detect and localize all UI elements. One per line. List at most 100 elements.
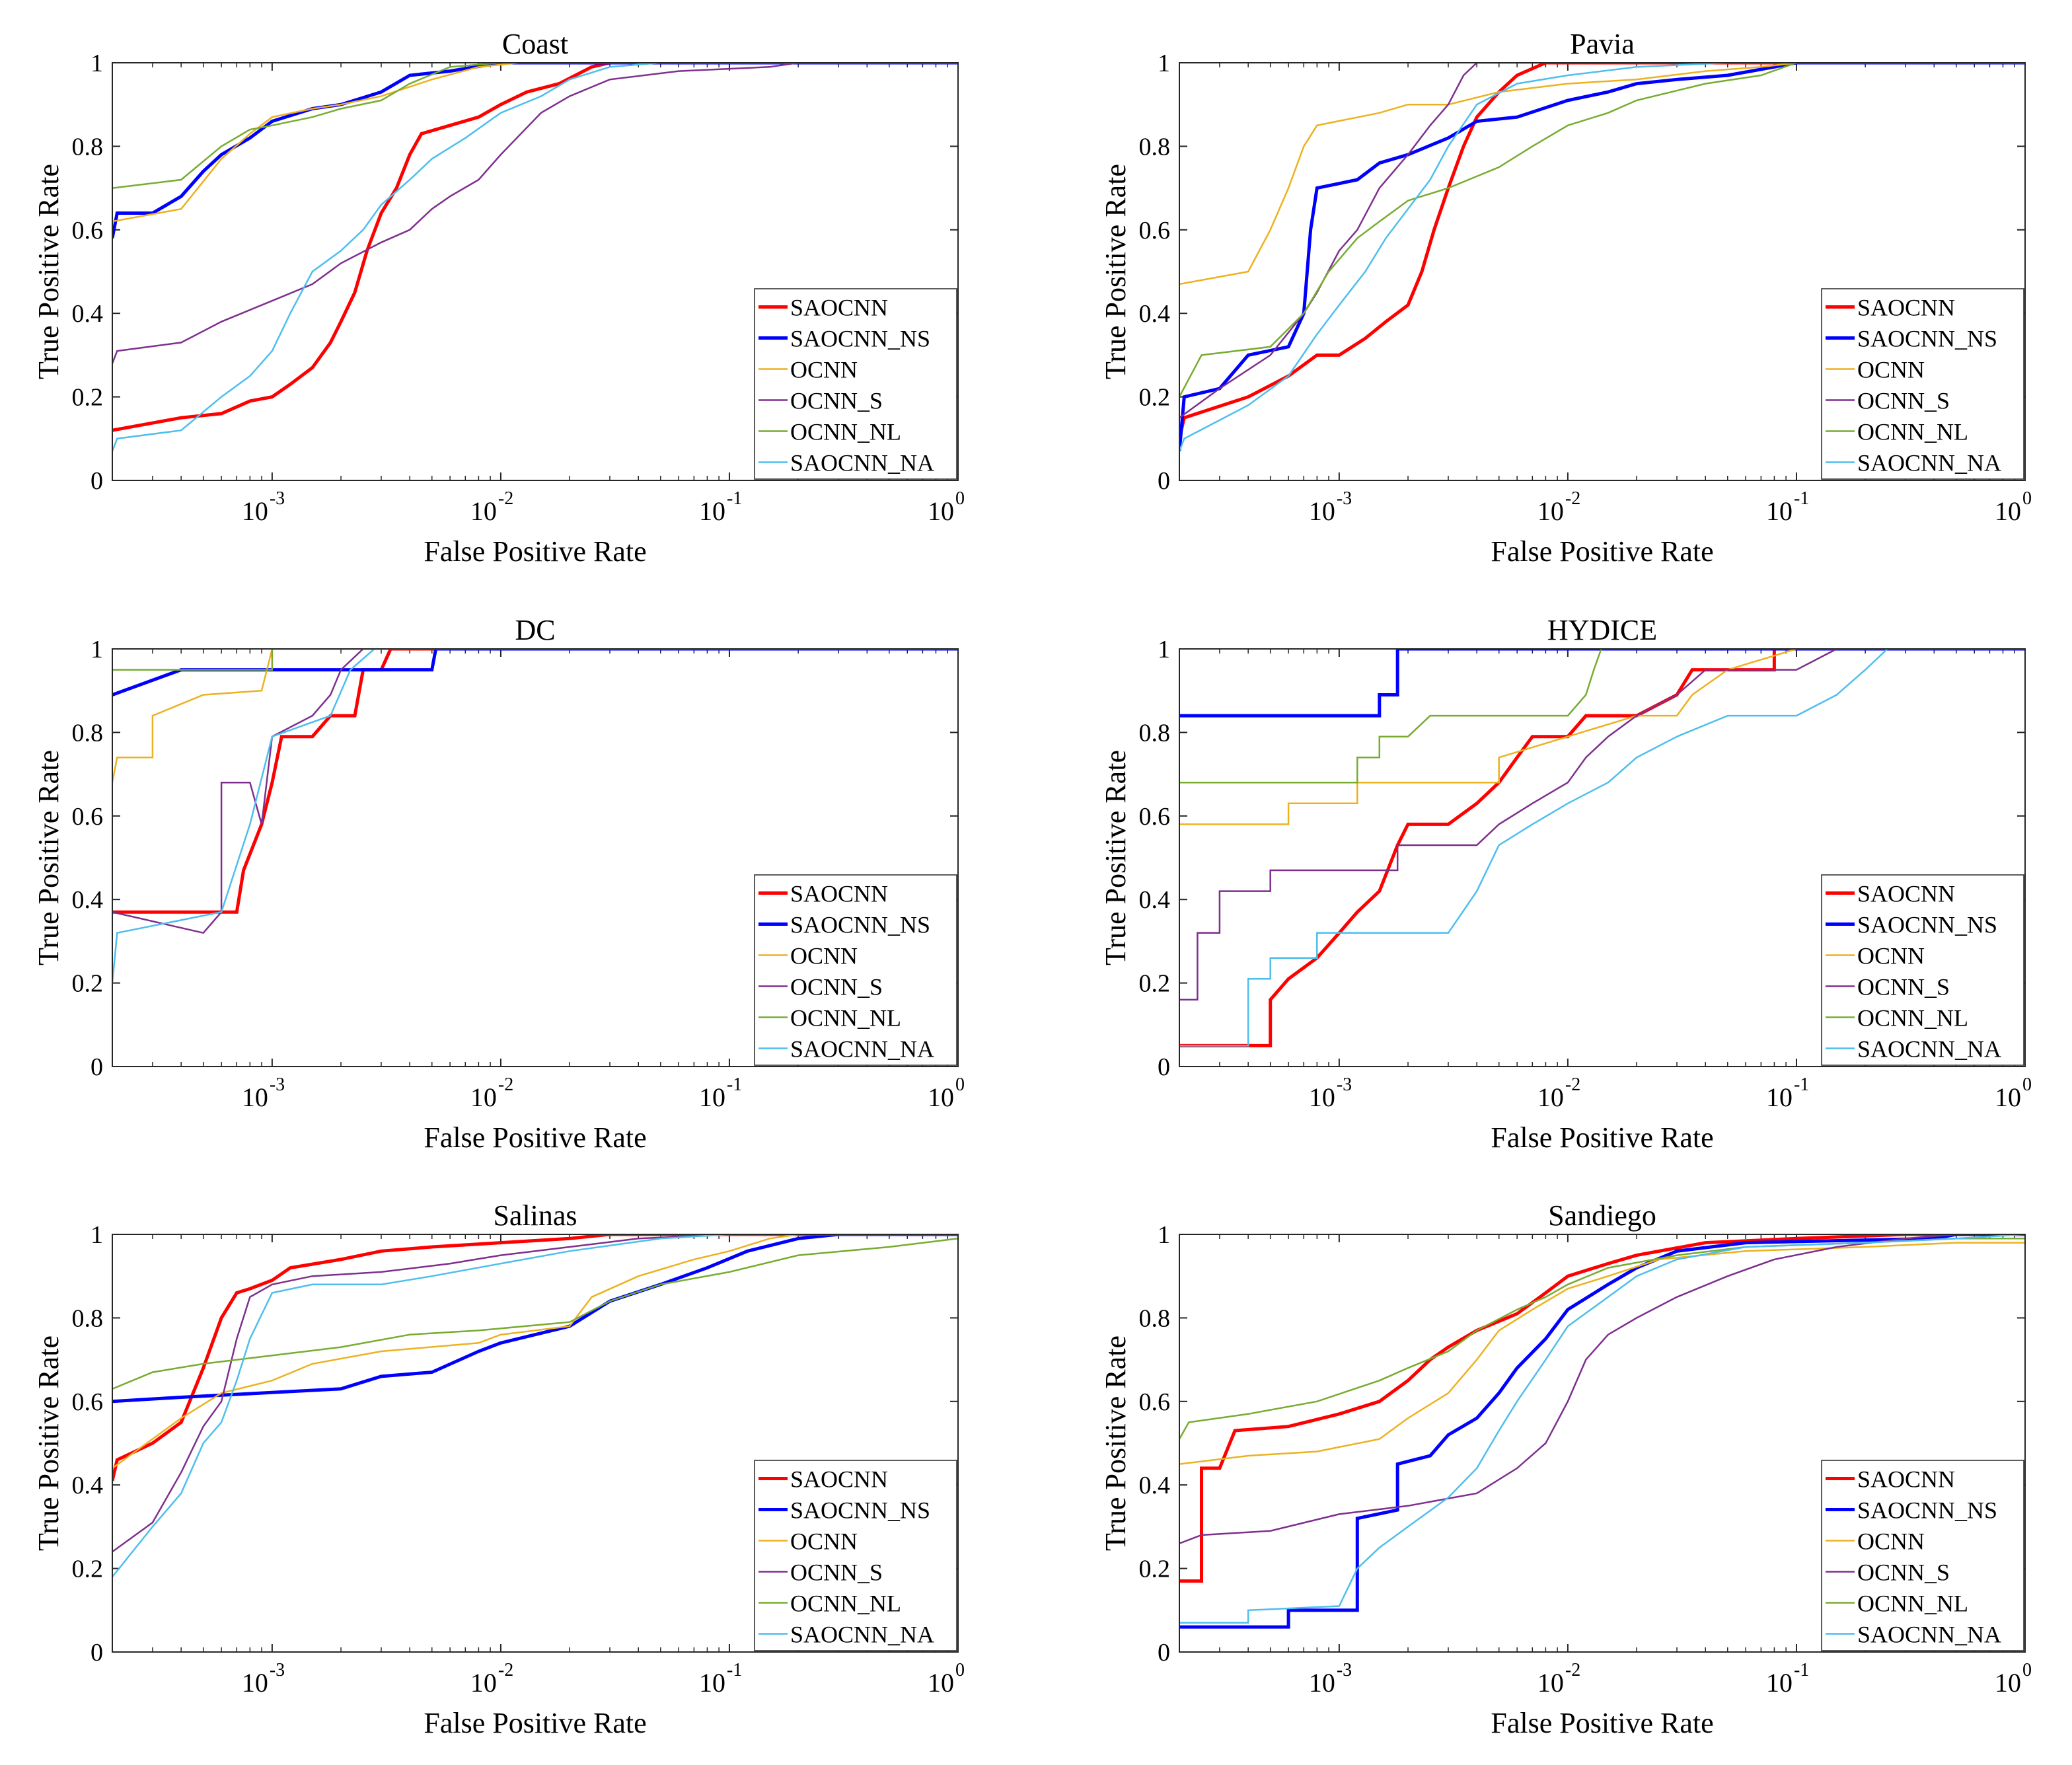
y-tick-label: 0.8	[1139, 1304, 1171, 1332]
legend-label: OCNN	[790, 943, 858, 969]
x-tick-label: 10 -3	[1309, 1660, 1352, 1698]
x-tick-label: 10 0	[928, 1660, 965, 1698]
series-line-ocnn-nl	[112, 649, 958, 671]
x-tick-label: 10 -1	[1766, 1660, 1809, 1698]
legend-item-ocnn-s: OCNN_S	[758, 1559, 883, 1586]
legend-label: OCNN_NL	[1857, 1591, 1968, 1617]
x-axis-label: False Positive Rate	[1491, 535, 1713, 568]
x-tick-exponent: 0	[955, 1660, 965, 1680]
series-group	[112, 1234, 958, 1577]
x-tick-exponent: -2	[1565, 488, 1580, 509]
x-tick-exponent: -1	[1794, 1660, 1809, 1680]
series-line-saocnn-na	[112, 63, 958, 452]
legend-item-ocnn-s: OCNN_S	[1826, 974, 1950, 1000]
legend-item-saocnn-ns: SAOCNN_NS	[758, 326, 930, 352]
legend-label: SAOCNN_NS	[1857, 1497, 1997, 1524]
series-line-ocnn-s	[1179, 1234, 2025, 1544]
x-tick-base: 10	[1537, 1668, 1564, 1698]
x-tick-base: 10	[242, 1668, 268, 1698]
series-line-ocnn	[1179, 649, 2025, 825]
series-line-ocnn-s	[1179, 649, 2025, 1001]
y-tick-label: 0.4	[72, 1472, 104, 1499]
chart-title: Coast	[502, 28, 568, 60]
legend-label: SAOCNN_NA	[1857, 450, 2001, 476]
legend: SAOCNN SAOCNN_NS OCNN OCNN_S OCNN_NL SAOCNN_N…	[754, 1460, 957, 1651]
legend-item-saocnn-ns: SAOCNN_NS	[1826, 1497, 1997, 1524]
x-tick-exponent: -3	[1337, 1660, 1352, 1680]
legend-item-saocnn-ns: SAOCNN_NS	[1826, 326, 1997, 352]
legend: SAOCNN SAOCNN_NS OCNN OCNN_S OCNN_NL SAOCNN_N…	[754, 288, 957, 480]
series-line-saocnn	[1179, 1234, 2025, 1583]
y-tick-label: 0.6	[72, 1388, 104, 1416]
x-tick-base: 10	[699, 1668, 725, 1698]
x-tick-label: 10 -2	[470, 488, 513, 526]
legend-item-saocnn-ns: SAOCNN_NS	[1826, 912, 1997, 938]
legend: SAOCNN SAOCNN_NS OCNN OCNN_S OCNN_NL SAOCNN_N…	[1821, 1460, 2024, 1651]
legend-label: SAOCNN_NS	[790, 326, 930, 352]
legend-label: OCNN	[790, 357, 858, 383]
legend-label: OCNN_S	[790, 974, 883, 1000]
series-group	[112, 63, 958, 452]
y-axis-label: True Positive Rate	[32, 750, 65, 965]
legend-item-ocnn: OCNN	[758, 943, 858, 969]
y-tick-label: 0	[91, 1053, 103, 1081]
x-tick-label: 10 0	[928, 488, 965, 526]
x-tick-exponent: -2	[1565, 1660, 1580, 1680]
y-tick-label: 0.2	[1139, 384, 1171, 412]
plot-frame	[112, 648, 959, 1067]
x-tick-exponent: -3	[270, 1660, 285, 1680]
legend-item-ocnn-nl: OCNN_NL	[1826, 1005, 1968, 1032]
legend-box	[1821, 288, 2024, 480]
legend-item-ocnn: OCNN	[758, 1528, 858, 1555]
legend-label: OCNN_NL	[790, 1005, 901, 1032]
legend-item-saocnn: SAOCNN	[1826, 881, 1955, 907]
x-tick-exponent: 0	[955, 1074, 965, 1095]
series-line-ocnn-s	[112, 649, 958, 934]
series-group	[112, 649, 958, 983]
series-line-saocnn	[1179, 649, 2025, 1047]
legend-item-saocnn: SAOCNN	[1826, 295, 1955, 321]
x-axis-label: False Positive Rate	[1491, 1707, 1713, 1739]
y-tick-label: 1	[1158, 636, 1170, 663]
y-tick-label: 0.4	[72, 886, 104, 914]
legend-item-saocnn-na: SAOCNN_NA	[758, 450, 934, 476]
legend-box	[1821, 874, 2024, 1066]
legend-box	[754, 874, 957, 1066]
legend-label: OCNN	[1857, 1528, 1925, 1555]
legend-item-ocnn-nl: OCNN_NL	[1826, 419, 1968, 445]
legend-label: SAOCNN_NS	[1857, 326, 1997, 352]
y-tick-label: 1	[91, 1221, 103, 1249]
x-tick-exponent: -1	[727, 1074, 742, 1095]
y-tick-label: 1	[91, 50, 103, 77]
x-tick-base: 10	[1766, 1082, 1793, 1112]
y-tick-label: 0	[1158, 1639, 1170, 1667]
legend-box	[754, 1460, 957, 1651]
legend-item-ocnn-s: OCNN_S	[1826, 1559, 1950, 1586]
y-tick-label: 0.2	[1139, 1556, 1171, 1583]
x-tick-label: 10 -1	[1766, 1074, 1809, 1112]
legend-label: SAOCNN	[1857, 295, 1955, 321]
x-tick-label: 10 -2	[1537, 1660, 1580, 1698]
series-group	[1179, 649, 2025, 1047]
legend-item-ocnn-nl: OCNN_NL	[758, 1005, 901, 1032]
y-tick-label: 0.2	[72, 384, 104, 412]
x-tick-base: 10	[1766, 496, 1793, 526]
x-axis-label: False Positive Rate	[424, 1121, 646, 1154]
x-tick-base: 10	[470, 496, 497, 526]
series-line-ocnn	[112, 1234, 958, 1469]
legend-label: OCNN_S	[1857, 974, 1950, 1000]
y-axis-label: True Positive Rate	[1099, 750, 1132, 965]
x-tick-base: 10	[1537, 1082, 1564, 1112]
series-line-saocnn-na	[1179, 63, 2025, 452]
legend-label: OCNN_NL	[790, 419, 901, 445]
y-tick-label: 0.4	[72, 300, 104, 328]
series-line-ocnn-nl	[112, 1238, 958, 1390]
x-tick-base: 10	[928, 1668, 954, 1698]
y-axis-label: True Positive Rate	[32, 164, 65, 379]
legend-box	[754, 288, 957, 480]
x-tick-label: 10 -2	[1537, 1074, 1580, 1112]
y-tick-label: 0	[91, 1639, 103, 1667]
series-line-saocnn-ns	[112, 649, 958, 696]
series-line-saocnn-ns	[1179, 649, 2025, 718]
